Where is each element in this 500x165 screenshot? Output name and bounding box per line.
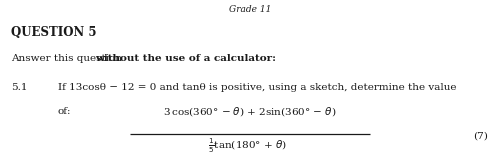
Text: $\frac{1}{5}$tan(180° + $\theta$): $\frac{1}{5}$tan(180° + $\theta$) [208, 136, 287, 155]
Text: If 13cosθ − 12 = 0 and tanθ is positive, using a sketch, determine the value: If 13cosθ − 12 = 0 and tanθ is positive,… [58, 82, 456, 92]
Text: of:: of: [58, 107, 71, 116]
Text: 5.1: 5.1 [11, 82, 28, 92]
Text: (7): (7) [472, 132, 488, 141]
Text: QUESTION 5: QUESTION 5 [11, 26, 96, 39]
Text: Answer this question: Answer this question [11, 54, 125, 64]
Text: without the use of a calculator:: without the use of a calculator: [95, 54, 276, 64]
Text: 3$\,$cos(360° $-$ $\theta$) + 2sin(360° $-$ $\theta$): 3$\,$cos(360° $-$ $\theta$) + 2sin(360° … [163, 105, 337, 118]
Text: Grade 11: Grade 11 [229, 5, 271, 14]
